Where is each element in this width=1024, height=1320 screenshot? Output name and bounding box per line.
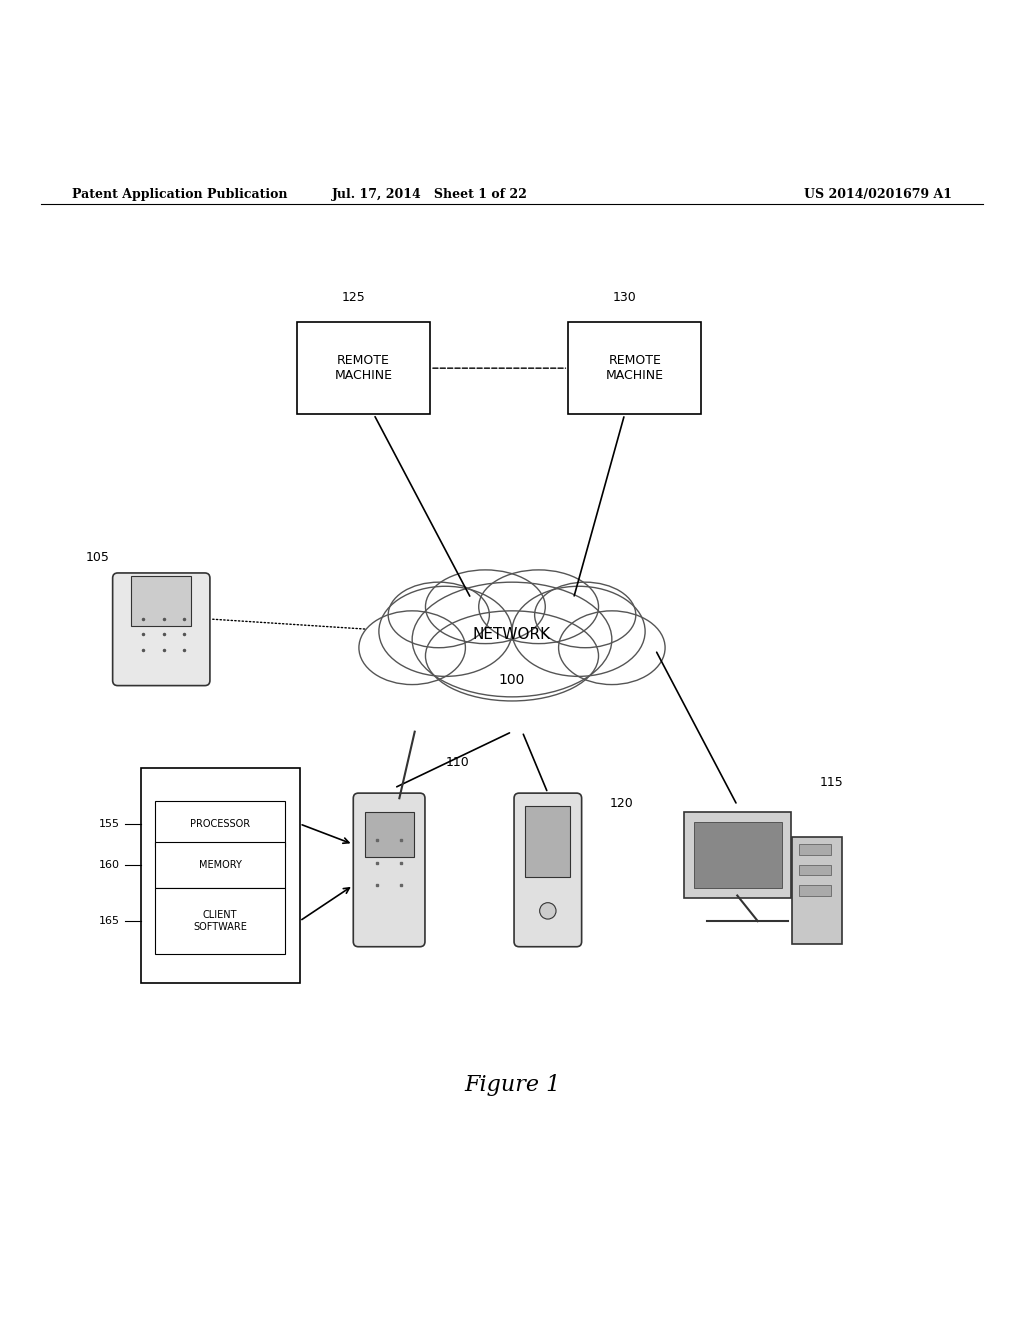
- Ellipse shape: [379, 586, 512, 676]
- Ellipse shape: [426, 570, 545, 644]
- Text: PROCESSOR: PROCESSOR: [190, 818, 250, 829]
- Text: 115: 115: [819, 776, 843, 789]
- Text: US 2014/0201679 A1: US 2014/0201679 A1: [804, 187, 952, 201]
- FancyBboxPatch shape: [525, 807, 570, 876]
- Text: MEMORY: MEMORY: [199, 859, 242, 870]
- Text: 130: 130: [612, 290, 637, 304]
- Ellipse shape: [426, 611, 598, 701]
- FancyBboxPatch shape: [131, 576, 191, 626]
- Circle shape: [540, 903, 556, 919]
- FancyBboxPatch shape: [568, 322, 701, 414]
- Ellipse shape: [512, 586, 645, 676]
- Text: 100: 100: [499, 673, 525, 688]
- Text: REMOTE
MACHINE: REMOTE MACHINE: [335, 354, 392, 383]
- FancyBboxPatch shape: [792, 837, 842, 944]
- Ellipse shape: [479, 570, 598, 644]
- FancyBboxPatch shape: [799, 865, 831, 875]
- FancyBboxPatch shape: [155, 801, 286, 847]
- FancyBboxPatch shape: [694, 822, 782, 888]
- Ellipse shape: [559, 611, 666, 685]
- Text: NETWORK: NETWORK: [473, 627, 551, 642]
- Text: Jul. 17, 2014   Sheet 1 of 22: Jul. 17, 2014 Sheet 1 of 22: [332, 187, 528, 201]
- FancyBboxPatch shape: [141, 767, 299, 982]
- FancyBboxPatch shape: [684, 812, 791, 898]
- Text: 160: 160: [99, 859, 121, 870]
- Text: 105: 105: [85, 552, 110, 564]
- Ellipse shape: [388, 582, 489, 648]
- Text: CLIENT
SOFTWARE: CLIENT SOFTWARE: [194, 911, 247, 932]
- Text: REMOTE
MACHINE: REMOTE MACHINE: [606, 354, 664, 383]
- FancyBboxPatch shape: [799, 845, 831, 854]
- Text: Figure 1: Figure 1: [464, 1074, 560, 1096]
- Ellipse shape: [358, 611, 465, 685]
- Text: Patent Application Publication: Patent Application Publication: [72, 187, 287, 201]
- Text: 155: 155: [99, 818, 121, 829]
- Text: 110: 110: [445, 756, 469, 768]
- Ellipse shape: [535, 582, 636, 648]
- FancyBboxPatch shape: [155, 842, 286, 888]
- FancyBboxPatch shape: [353, 793, 425, 946]
- FancyBboxPatch shape: [297, 322, 430, 414]
- FancyBboxPatch shape: [365, 812, 414, 857]
- Text: 120: 120: [609, 797, 633, 810]
- FancyBboxPatch shape: [113, 573, 210, 685]
- FancyBboxPatch shape: [799, 886, 831, 895]
- Ellipse shape: [412, 582, 612, 697]
- FancyBboxPatch shape: [155, 888, 286, 954]
- Text: 165: 165: [99, 916, 121, 927]
- Text: 125: 125: [341, 290, 366, 304]
- FancyBboxPatch shape: [514, 793, 582, 946]
